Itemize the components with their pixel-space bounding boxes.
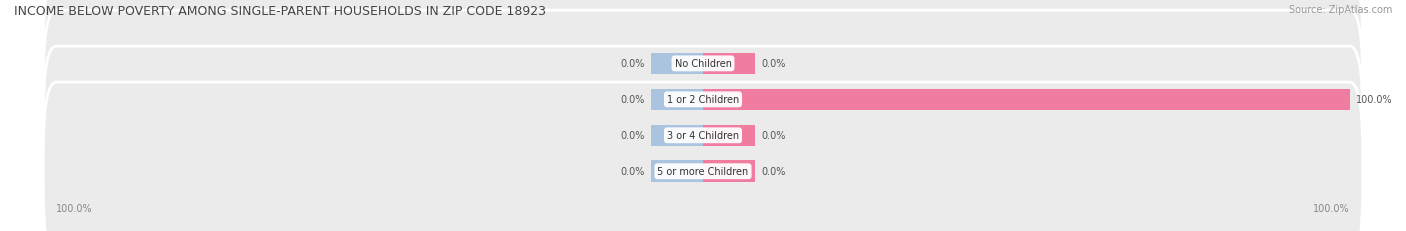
Bar [651,125,703,146]
Text: 5 or more Children: 5 or more Children [658,167,748,176]
Bar [651,89,703,111]
Bar [703,89,1350,111]
Text: 100.0%: 100.0% [1357,95,1393,105]
Text: 0.0%: 0.0% [761,131,786,141]
Text: 100.0%: 100.0% [56,203,93,213]
FancyBboxPatch shape [44,47,1362,225]
Text: INCOME BELOW POVERTY AMONG SINGLE-PARENT HOUSEHOLDS IN ZIP CODE 18923: INCOME BELOW POVERTY AMONG SINGLE-PARENT… [14,5,546,18]
Bar [703,53,755,75]
FancyBboxPatch shape [44,0,1362,153]
Bar [703,161,755,182]
Text: 100.0%: 100.0% [1313,203,1350,213]
Bar [703,125,755,146]
Text: 0.0%: 0.0% [761,167,786,176]
FancyBboxPatch shape [44,11,1362,189]
Text: 0.0%: 0.0% [761,59,786,69]
Text: 3 or 4 Children: 3 or 4 Children [666,131,740,141]
Text: 0.0%: 0.0% [620,59,645,69]
Text: 0.0%: 0.0% [620,131,645,141]
Text: 0.0%: 0.0% [620,95,645,105]
Text: 1 or 2 Children: 1 or 2 Children [666,95,740,105]
Bar [651,53,703,75]
Bar [651,161,703,182]
Text: No Children: No Children [675,59,731,69]
Text: Source: ZipAtlas.com: Source: ZipAtlas.com [1288,5,1392,15]
Text: 0.0%: 0.0% [620,167,645,176]
FancyBboxPatch shape [44,83,1362,231]
